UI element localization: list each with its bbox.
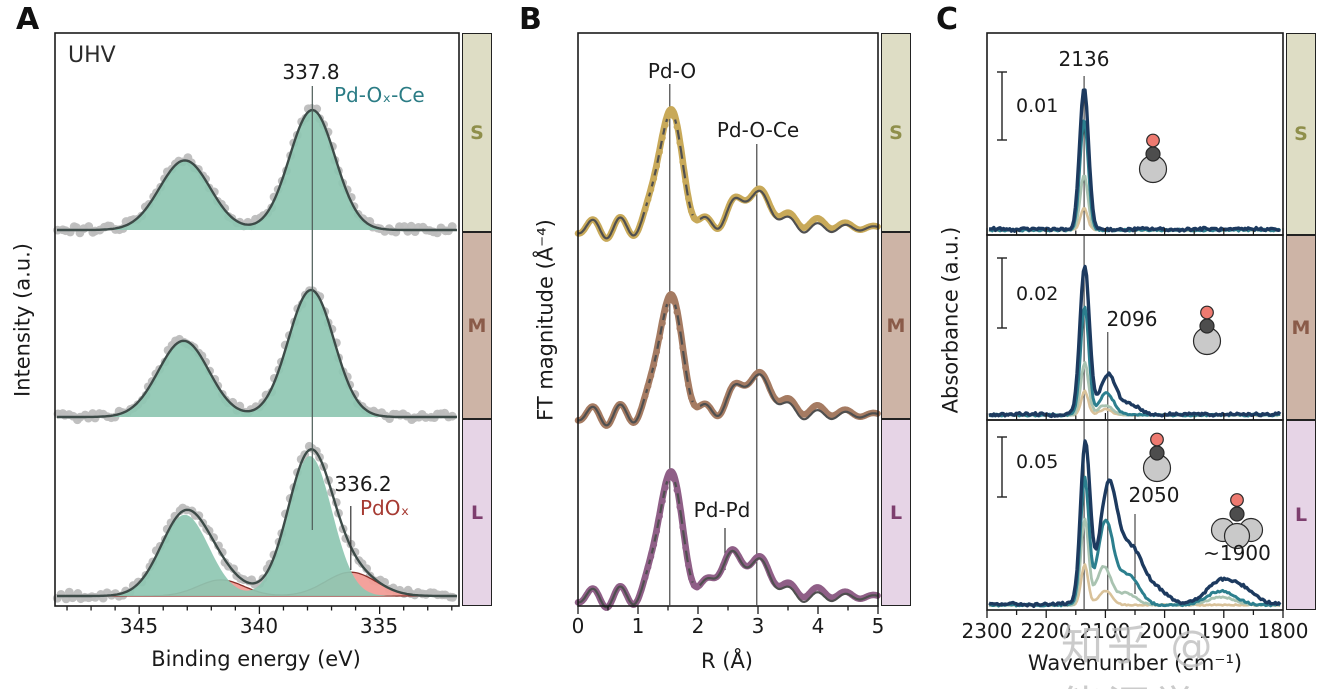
panel-a-tick-345: 345 [119, 614, 159, 638]
assignment-label-pd-ox-ce: Pd-Oₓ-Ce [334, 83, 425, 107]
panel-c-y-axis-title: Absorbance (a.u.) [938, 226, 963, 414]
panel-b-tick-5: 5 [871, 614, 885, 638]
panel-b-tick-1: 1 [631, 614, 645, 638]
strip-panel-b-m: M [881, 232, 911, 419]
panel-c-tick-2200: 2200 [1020, 619, 1072, 643]
strip-panel-a-l: L [462, 419, 492, 606]
panel-c-tick-1800: 1800 [1257, 619, 1309, 643]
watermark: 知乎 @能源学人 [1061, 621, 1217, 689]
shell-label-pd-o-ce: Pd-O-Ce [716, 118, 800, 142]
uhv-condition-label: UHV [68, 43, 116, 68]
band-label-2096: 2096 [1106, 307, 1158, 331]
panel-b-tick-0: 0 [571, 614, 585, 638]
panel-c-tick-2100: 2100 [1079, 619, 1131, 643]
panel-a-y-axis-title: Intensity (a.u.) [10, 243, 35, 397]
panel-a-x-axis-title: Binding energy (eV) [151, 647, 361, 671]
strip-panel-a-m: M [462, 232, 492, 419]
assignment-label-pdox: PdOₓ [360, 496, 410, 520]
strip-panel-c-m: M [1286, 235, 1316, 420]
panel-a-letter: A [16, 2, 40, 37]
panel-c-tick-1900: 1900 [1198, 619, 1250, 643]
strip-panel-b-l: L [881, 419, 911, 606]
panel-c-tick-2300: 2300 [961, 619, 1013, 643]
panel-a-tick-340: 340 [239, 614, 279, 638]
scale-bar-label-s: 0.01 [1016, 95, 1059, 117]
band-label-2050: 2050 [1128, 483, 1180, 507]
panel-b-tick-3: 3 [751, 614, 765, 638]
scale-bar-label-m: 0.02 [1016, 283, 1059, 305]
peak-label-336-2: 336.2 [334, 472, 392, 496]
scale-bar-label-l: 0.05 [1016, 451, 1059, 473]
shell-label-pd-o: Pd-O [647, 59, 697, 83]
panel-a-tick-335: 335 [359, 614, 399, 638]
panel-b-letter: B [519, 2, 542, 37]
panel-b-x-axis-title: R (Å) [700, 649, 754, 673]
panel-c-x-axis-title: Wavenumber (cm⁻¹) [1027, 651, 1243, 675]
shell-label-pd-pd: Pd-Pd [693, 498, 751, 522]
panel-b-y-axis-title: FT magnitude (Å⁻⁴) [533, 219, 558, 421]
panel-c-letter: C [936, 2, 959, 37]
strip-panel-c-s: S [1286, 33, 1316, 235]
strip-panel-a-s: S [462, 33, 492, 232]
panel-c-tick-2000: 2000 [1139, 619, 1191, 643]
band-label-2136: 2136 [1058, 47, 1110, 71]
band-label-1900: ~1900 [1203, 541, 1271, 565]
panel-b-tick-4: 4 [811, 614, 825, 638]
strip-panel-c-l: L [1286, 420, 1316, 610]
peak-label-337-8: 337.8 [282, 60, 340, 84]
panel-b-tick-2: 2 [691, 614, 705, 638]
strip-panel-b-s: S [881, 33, 911, 232]
